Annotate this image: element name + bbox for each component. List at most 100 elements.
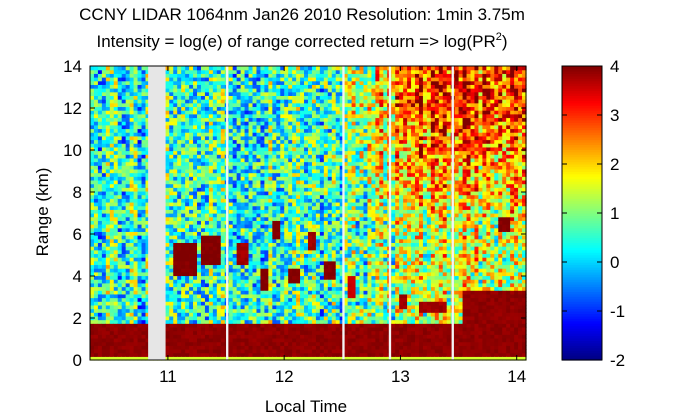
heatmap-cell bbox=[276, 80, 281, 85]
heatmap-cell bbox=[200, 69, 206, 74]
heatmap-cell bbox=[133, 84, 139, 89]
heatmap-cell bbox=[204, 345, 210, 350]
heatmap-cell bbox=[248, 246, 254, 251]
heatmap-cell bbox=[173, 73, 178, 78]
heatmap-cell bbox=[288, 227, 293, 232]
heatmap-cell bbox=[284, 73, 289, 78]
heatmap-cell bbox=[113, 128, 119, 133]
heatmap-cell bbox=[311, 264, 317, 269]
heatmap-cell bbox=[311, 345, 317, 350]
heatmap-cell bbox=[220, 143, 226, 148]
heatmap-cell bbox=[185, 157, 190, 163]
heatmap-cell bbox=[189, 143, 194, 148]
heatmap-cell bbox=[133, 337, 139, 343]
heatmap-cell bbox=[268, 242, 273, 247]
heatmap-cell bbox=[125, 334, 131, 339]
heatmap-cell bbox=[109, 121, 115, 126]
heatmap-cell bbox=[197, 179, 202, 185]
heatmap-cell bbox=[311, 275, 317, 280]
heatmap-cell bbox=[101, 282, 107, 288]
heatmap-cell bbox=[288, 84, 293, 89]
heatmap-cell bbox=[212, 319, 218, 324]
heatmap-cell bbox=[185, 146, 190, 152]
heatmap-cell bbox=[232, 99, 238, 104]
heatmap-cell bbox=[145, 124, 151, 130]
heatmap-cell bbox=[331, 330, 337, 335]
heatmap-cell bbox=[327, 168, 333, 174]
heatmap-cell bbox=[232, 172, 238, 177]
heatmap-cell bbox=[252, 135, 258, 141]
heatmap-cell bbox=[141, 143, 147, 148]
heatmap-cell bbox=[304, 290, 309, 295]
heatmap-cell bbox=[315, 183, 321, 188]
heatmap-cell bbox=[331, 238, 337, 243]
heatmap-cell bbox=[101, 246, 107, 251]
heatmap-cell bbox=[169, 157, 174, 163]
heatmap-cell bbox=[93, 271, 99, 277]
heatmap-cell bbox=[133, 213, 139, 218]
heatmap-cell bbox=[228, 249, 234, 255]
heatmap-cell bbox=[181, 315, 186, 321]
heatmap-cell bbox=[284, 69, 289, 74]
heatmap-cell bbox=[189, 334, 194, 339]
heatmap-cell bbox=[173, 205, 178, 210]
heatmap-cell bbox=[141, 146, 147, 152]
heatmap-cell bbox=[308, 246, 313, 251]
heatmap-cell bbox=[260, 154, 265, 159]
heatmap-cell bbox=[177, 341, 182, 346]
heatmap-cell bbox=[292, 132, 297, 137]
heatmap-cell bbox=[284, 102, 289, 108]
heatmap-cell bbox=[141, 135, 147, 141]
heatmap-cell bbox=[125, 66, 131, 71]
heatmap-cell bbox=[141, 290, 147, 295]
heatmap-cell bbox=[236, 66, 242, 71]
heatmap-cell bbox=[304, 246, 309, 251]
heatmap-cell bbox=[125, 143, 131, 148]
heatmap-cell bbox=[177, 253, 182, 258]
heatmap-cell bbox=[137, 297, 143, 302]
heatmap-cell bbox=[93, 80, 99, 85]
heatmap-cell bbox=[173, 249, 178, 255]
heatmap-cell bbox=[181, 275, 186, 280]
heatmap-cell bbox=[240, 297, 246, 302]
heatmap-cell bbox=[173, 106, 178, 111]
heatmap-cell bbox=[185, 253, 190, 258]
heatmap-cell bbox=[109, 290, 115, 295]
heatmap-cell bbox=[264, 264, 269, 269]
heatmap-cell bbox=[268, 334, 273, 339]
heatmap-cell bbox=[97, 102, 103, 108]
heatmap-cell bbox=[137, 268, 143, 273]
heatmap-cell bbox=[304, 150, 309, 155]
heatmap-cell bbox=[264, 268, 269, 273]
heatmap-cell bbox=[236, 124, 242, 130]
heatmap-cell bbox=[260, 201, 265, 207]
heatmap-cell bbox=[133, 179, 139, 185]
heatmap-cell bbox=[165, 106, 170, 111]
heatmap-cell bbox=[268, 77, 273, 82]
heatmap-cell bbox=[208, 161, 214, 166]
heatmap-cell bbox=[308, 260, 313, 266]
heatmap-cell bbox=[244, 337, 250, 343]
heatmap-cell bbox=[204, 271, 210, 277]
heatmap-cell bbox=[216, 165, 222, 170]
heatmap-cell bbox=[189, 235, 194, 240]
heatmap-cell bbox=[173, 260, 178, 266]
heatmap-cell bbox=[121, 242, 127, 247]
heatmap-cell bbox=[323, 179, 329, 185]
heatmap-cell bbox=[248, 224, 254, 229]
heatmap-cell bbox=[165, 242, 170, 247]
heatmap-cell bbox=[268, 73, 273, 78]
heatmap-cell bbox=[93, 168, 99, 174]
heatmap-cell bbox=[300, 84, 305, 89]
heatmap-cell bbox=[212, 216, 218, 221]
heatmap-cell bbox=[193, 293, 198, 299]
heatmap-cell bbox=[256, 139, 262, 144]
heatmap-cell bbox=[177, 135, 182, 141]
heatmap-cell bbox=[232, 209, 238, 214]
heatmap-cell bbox=[292, 168, 297, 174]
heatmap-cell bbox=[109, 132, 115, 137]
heatmap-cell bbox=[288, 213, 293, 218]
heatmap-cell bbox=[236, 176, 242, 181]
heatmap-cell bbox=[129, 220, 135, 225]
heatmap-cell bbox=[256, 257, 262, 262]
